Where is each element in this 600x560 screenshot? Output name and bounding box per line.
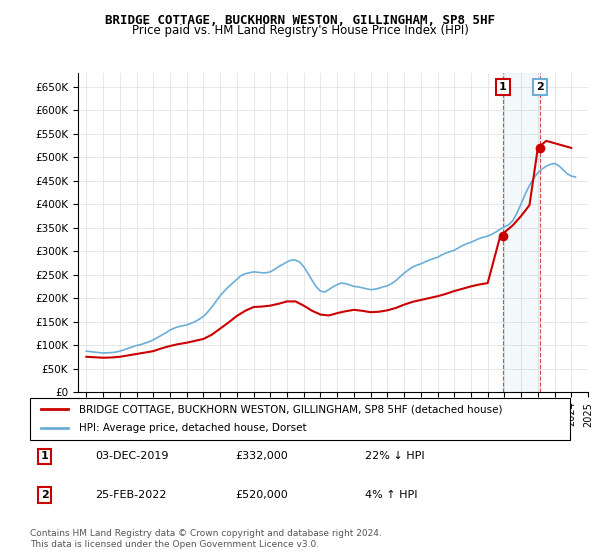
Text: HPI: Average price, detached house, Dorset: HPI: Average price, detached house, Dors… — [79, 423, 306, 433]
Text: 1: 1 — [41, 451, 49, 461]
Text: BRIDGE COTTAGE, BUCKHORN WESTON, GILLINGHAM, SP8 5HF (detached house): BRIDGE COTTAGE, BUCKHORN WESTON, GILLING… — [79, 404, 502, 414]
Bar — [503, 73, 540, 392]
Text: 2: 2 — [41, 490, 49, 500]
Text: 1: 1 — [499, 82, 507, 92]
Text: Price paid vs. HM Land Registry's House Price Index (HPI): Price paid vs. HM Land Registry's House … — [131, 24, 469, 37]
Text: £520,000: £520,000 — [235, 490, 288, 500]
Text: 25-FEB-2022: 25-FEB-2022 — [95, 490, 166, 500]
Text: 03-DEC-2019: 03-DEC-2019 — [95, 451, 168, 461]
Text: 22% ↓ HPI: 22% ↓ HPI — [365, 451, 424, 461]
Text: 2: 2 — [536, 82, 544, 92]
FancyBboxPatch shape — [30, 398, 570, 440]
Text: 4% ↑ HPI: 4% ↑ HPI — [365, 490, 418, 500]
Text: Contains HM Land Registry data © Crown copyright and database right 2024.
This d: Contains HM Land Registry data © Crown c… — [30, 529, 382, 549]
Text: £332,000: £332,000 — [235, 451, 288, 461]
Text: BRIDGE COTTAGE, BUCKHORN WESTON, GILLINGHAM, SP8 5HF: BRIDGE COTTAGE, BUCKHORN WESTON, GILLING… — [105, 14, 495, 27]
